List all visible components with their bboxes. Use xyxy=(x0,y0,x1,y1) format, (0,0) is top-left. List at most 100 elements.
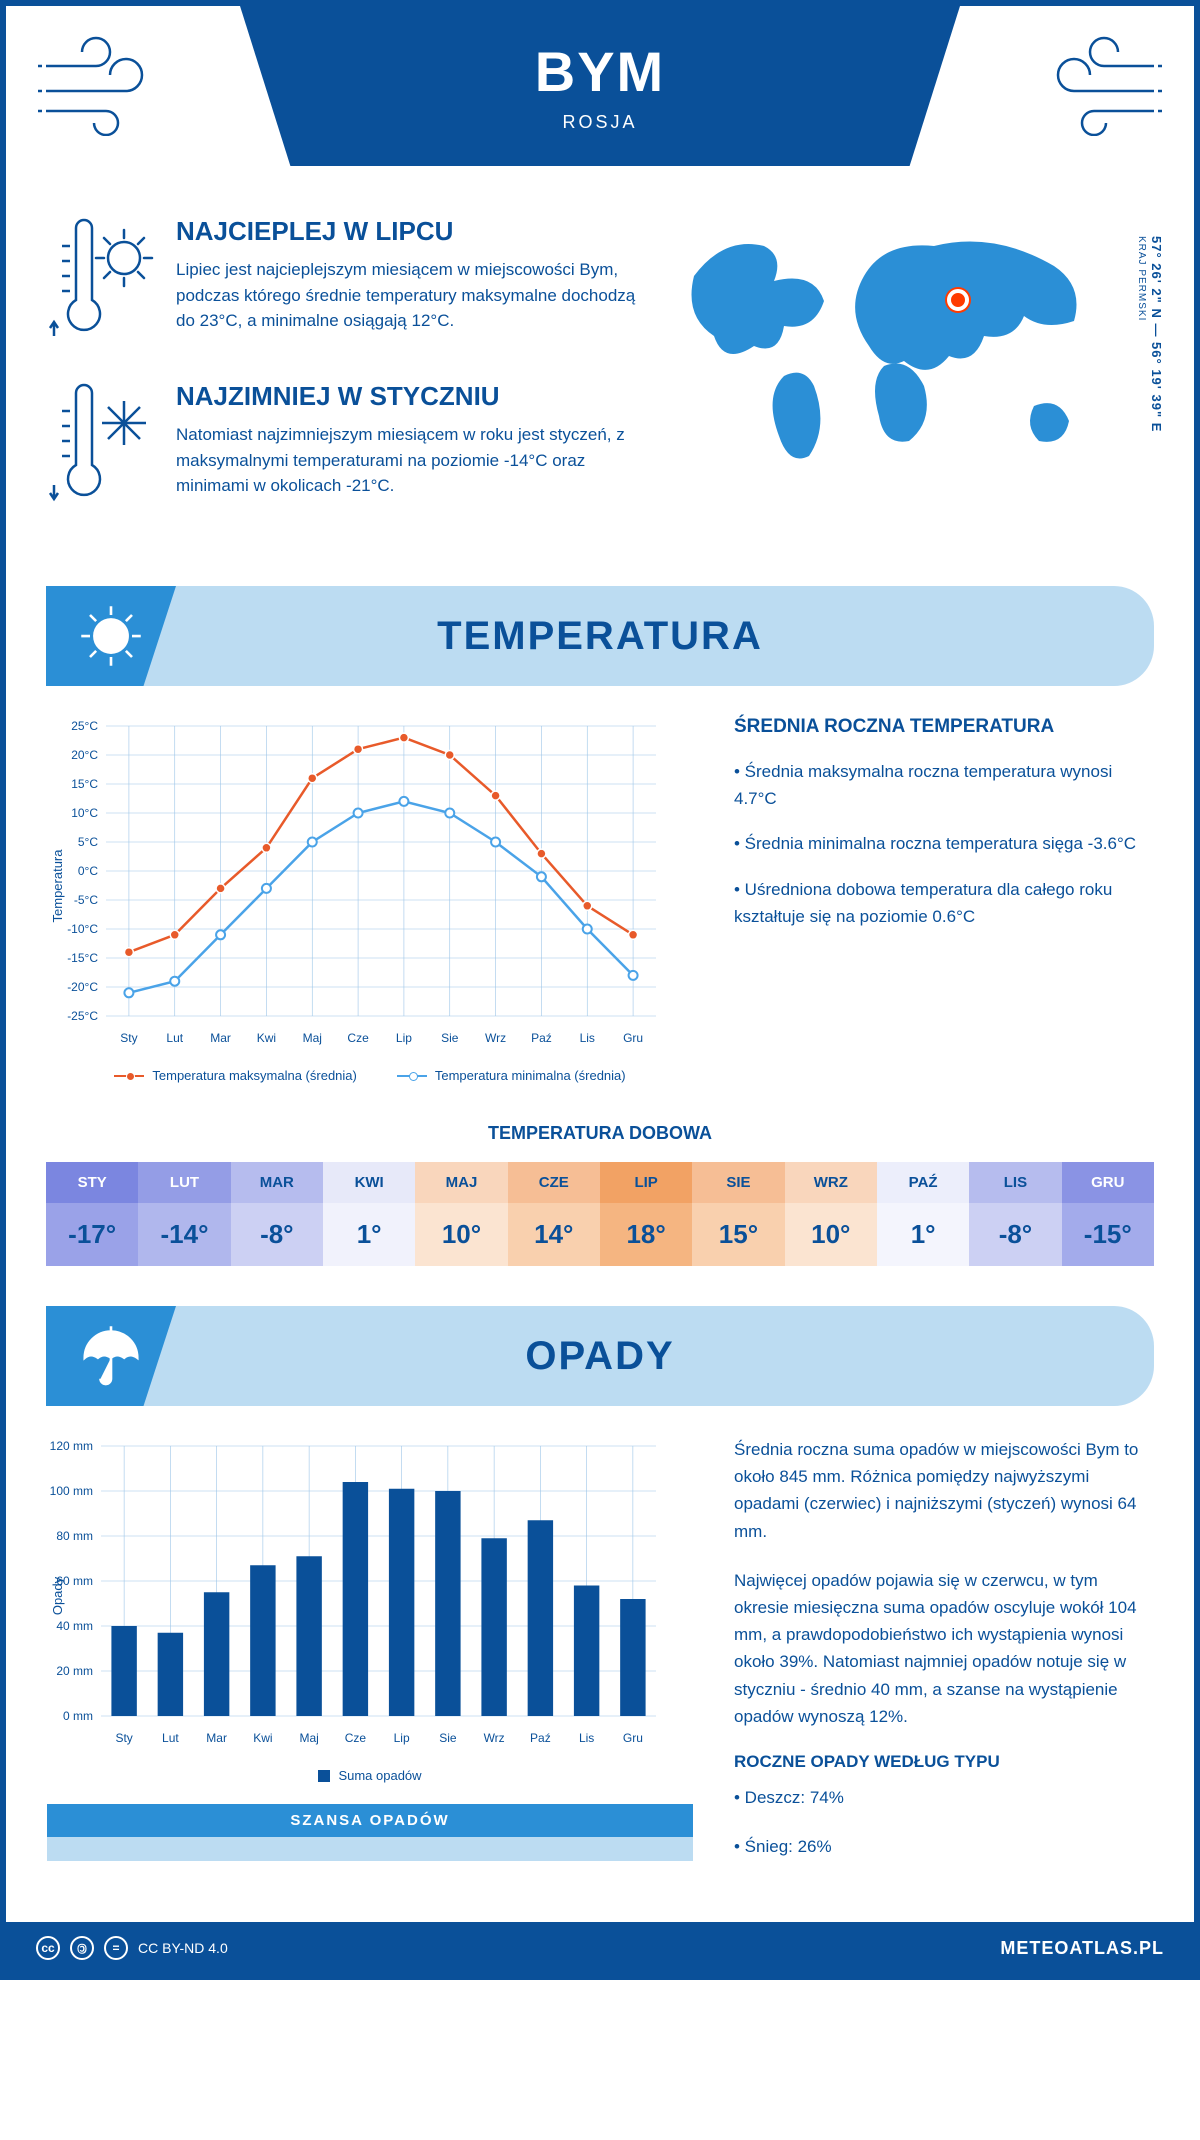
svg-text:Lut: Lut xyxy=(162,1731,179,1745)
precip-type-title: ROCZNE OPADY WEDŁUG TYPU xyxy=(734,1752,1154,1772)
svg-text:25°C: 25°C xyxy=(71,719,98,733)
precip-p1: Średnia roczna suma opadów w miejscowośc… xyxy=(734,1436,1154,1545)
svg-text:Sty: Sty xyxy=(115,1731,132,1745)
svg-text:120 mm: 120 mm xyxy=(50,1439,93,1453)
coldest-block: NAJZIMNIEJ W STYCZNIU Natomiast najzimni… xyxy=(46,381,644,516)
svg-text:Mar: Mar xyxy=(210,1031,231,1045)
legend-precip: Suma opadów xyxy=(318,1768,421,1783)
footer: cc 🄯 = CC BY-ND 4.0 METEOATLAS.PL xyxy=(6,1922,1194,1974)
month-head: MAR xyxy=(231,1162,323,1203)
thermometer-hot-icon xyxy=(46,216,156,351)
precip-legend: Suma opadów xyxy=(46,1768,694,1783)
hottest-body: Lipiec jest najcieplejszym miesiącem w m… xyxy=(176,257,644,334)
svg-text:100 mm: 100 mm xyxy=(50,1484,93,1498)
precip-left: 0 mm20 mm40 mm60 mm80 mm100 mm120 mmStyL… xyxy=(46,1436,694,1882)
legend-max-label: Temperatura maksymalna (średnia) xyxy=(152,1068,356,1083)
hottest-block: NAJCIEPLEJ W LIPCU Lipiec jest najcieple… xyxy=(46,216,644,351)
precip-title: OPADY xyxy=(176,1334,1154,1379)
umbrella-icon xyxy=(46,1306,176,1406)
month-value: 14° xyxy=(508,1203,600,1266)
svg-text:Sie: Sie xyxy=(441,1031,459,1045)
city-name: BYM xyxy=(535,39,665,104)
precip-section-bar: OPADY xyxy=(46,1306,1154,1406)
month-value: 1° xyxy=(877,1203,969,1266)
month-cell: STY -17° xyxy=(46,1162,138,1266)
cc-icon: cc xyxy=(36,1936,60,1960)
legend-precip-label: Suma opadów xyxy=(338,1768,421,1783)
precip-type-bullet: • Deszcz: 74% xyxy=(734,1784,1154,1811)
footer-license: cc 🄯 = CC BY-ND 4.0 xyxy=(36,1936,228,1960)
temperature-chart: -25°C-20°C-15°C-10°C-5°C0°C5°C10°C15°C20… xyxy=(46,716,694,1083)
coldest-title: NAJZIMNIEJ W STYCZNIU xyxy=(176,381,644,412)
svg-text:10°C: 10°C xyxy=(71,806,98,820)
svg-text:Sty: Sty xyxy=(120,1031,137,1045)
svg-text:-15°C: -15°C xyxy=(67,951,98,965)
svg-text:80 mm: 80 mm xyxy=(56,1529,93,1543)
chance-title: SZANSA OPADÓW xyxy=(47,1804,693,1837)
svg-text:Maj: Maj xyxy=(303,1031,322,1045)
svg-text:Lis: Lis xyxy=(580,1031,595,1045)
svg-text:Lis: Lis xyxy=(579,1731,594,1745)
intro-row: NAJCIEPLEJ W LIPCU Lipiec jest najcieple… xyxy=(6,186,1194,586)
by-icon: 🄯 xyxy=(70,1936,94,1960)
chance-box: SZANSA OPADÓW xyxy=(46,1803,694,1862)
svg-text:Wrz: Wrz xyxy=(485,1031,506,1045)
temperature-sidebar: ŚREDNIA ROCZNA TEMPERATURA • Średnia mak… xyxy=(734,716,1154,1083)
month-value: 10° xyxy=(415,1203,507,1266)
month-cell: LIS -8° xyxy=(969,1162,1061,1266)
daily-temp-table: STY -17° LUT -14° MAR -8° KWI 1° MAJ 10°… xyxy=(46,1162,1154,1266)
precip-sidebar: Średnia roczna suma opadów w miejscowośc… xyxy=(734,1436,1154,1882)
nd-icon: = xyxy=(104,1936,128,1960)
svg-text:-5°C: -5°C xyxy=(74,893,98,907)
svg-text:20°C: 20°C xyxy=(71,748,98,762)
hottest-title: NAJCIEPLEJ W LIPCU xyxy=(176,216,644,247)
precip-p2: Najwięcej opadów pojawia się w czerwcu, … xyxy=(734,1567,1154,1730)
month-cell: LUT -14° xyxy=(138,1162,230,1266)
month-head: LUT xyxy=(138,1162,230,1203)
month-cell: KWI 1° xyxy=(323,1162,415,1266)
month-cell: PAŹ 1° xyxy=(877,1162,969,1266)
temp-bullet: • Średnia maksymalna roczna temperatura … xyxy=(734,758,1154,812)
month-head: SIE xyxy=(692,1162,784,1203)
svg-text:Lip: Lip xyxy=(396,1031,412,1045)
country-name: ROSJA xyxy=(562,112,637,133)
svg-text:Kwi: Kwi xyxy=(257,1031,276,1045)
month-cell: MAR -8° xyxy=(231,1162,323,1266)
header-banner: BYM ROSJA xyxy=(240,6,960,166)
temp-bullet: • Uśredniona dobowa temperatura dla całe… xyxy=(734,876,1154,930)
month-head: KWI xyxy=(323,1162,415,1203)
chance-row xyxy=(47,1837,693,1861)
month-value: 1° xyxy=(323,1203,415,1266)
month-head: WRZ xyxy=(785,1162,877,1203)
svg-text:-10°C: -10°C xyxy=(67,922,98,936)
legend-max: Temperatura maksymalna (średnia) xyxy=(114,1068,356,1083)
month-value: -14° xyxy=(138,1203,230,1266)
svg-text:-20°C: -20°C xyxy=(67,980,98,994)
svg-text:40 mm: 40 mm xyxy=(56,1619,93,1633)
legend-min: Temperatura minimalna (średnia) xyxy=(397,1068,626,1083)
svg-text:Gru: Gru xyxy=(623,1031,643,1045)
svg-text:Cze: Cze xyxy=(345,1731,367,1745)
month-value: -15° xyxy=(1062,1203,1154,1266)
location-marker-icon xyxy=(947,289,969,311)
svg-text:Gru: Gru xyxy=(623,1731,643,1745)
daily-temp-title: TEMPERATURA DOBOWA xyxy=(6,1123,1194,1144)
svg-text:Paź: Paź xyxy=(531,1031,552,1045)
svg-text:5°C: 5°C xyxy=(78,835,98,849)
month-head: STY xyxy=(46,1162,138,1203)
hottest-text: NAJCIEPLEJ W LIPCU Lipiec jest najcieple… xyxy=(176,216,644,351)
legend-swatch-icon xyxy=(114,1075,144,1077)
header: BYM ROSJA xyxy=(6,6,1194,186)
svg-text:0 mm: 0 mm xyxy=(63,1709,93,1723)
wind-icon xyxy=(36,36,166,136)
svg-text:Lut: Lut xyxy=(166,1031,183,1045)
month-head: PAŹ xyxy=(877,1162,969,1203)
precip-section: 0 mm20 mm40 mm60 mm80 mm100 mm120 mmStyL… xyxy=(6,1436,1194,1922)
world-map-icon xyxy=(674,216,1114,476)
month-cell: SIE 15° xyxy=(692,1162,784,1266)
sun-icon xyxy=(46,586,176,686)
thermometer-cold-icon xyxy=(46,381,156,516)
svg-text:Paź: Paź xyxy=(530,1731,551,1745)
svg-text:Cze: Cze xyxy=(347,1031,369,1045)
legend-swatch-icon xyxy=(397,1075,427,1077)
